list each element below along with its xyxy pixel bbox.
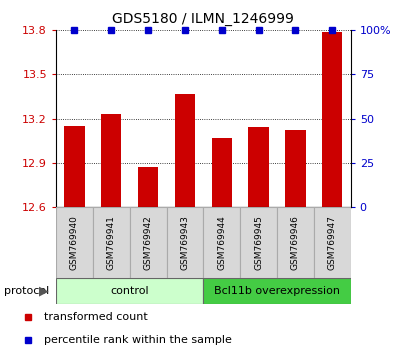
Bar: [129, 207, 166, 278]
Bar: [203, 207, 240, 278]
Text: transformed count: transformed count: [44, 312, 147, 322]
Bar: [203, 278, 351, 304]
Text: GSM769941: GSM769941: [107, 215, 116, 270]
Text: GSM769946: GSM769946: [291, 215, 300, 270]
Bar: [101, 114, 122, 207]
Bar: [138, 167, 158, 207]
Bar: [249, 127, 269, 207]
Bar: [166, 207, 203, 278]
Bar: [314, 207, 351, 278]
Bar: [240, 207, 277, 278]
Bar: [285, 130, 305, 207]
Text: control: control: [110, 286, 149, 296]
Text: GSM769947: GSM769947: [328, 215, 337, 270]
Text: GSM769940: GSM769940: [70, 215, 79, 270]
Bar: [93, 207, 129, 278]
Text: Bcl11b overexpression: Bcl11b overexpression: [214, 286, 340, 296]
Text: GSM769944: GSM769944: [217, 215, 226, 270]
Bar: [212, 138, 232, 207]
Text: GSM769942: GSM769942: [144, 215, 153, 270]
Text: ▶: ▶: [39, 285, 49, 298]
Bar: [56, 278, 203, 304]
Bar: [64, 126, 85, 207]
Text: GSM769943: GSM769943: [181, 215, 189, 270]
Bar: [322, 32, 342, 207]
Title: GDS5180 / ILMN_1246999: GDS5180 / ILMN_1246999: [112, 12, 294, 26]
Bar: [56, 207, 93, 278]
Bar: [175, 93, 195, 207]
Text: percentile rank within the sample: percentile rank within the sample: [44, 335, 232, 346]
Text: GSM769945: GSM769945: [254, 215, 263, 270]
Text: protocol: protocol: [4, 286, 49, 296]
Bar: [277, 207, 314, 278]
